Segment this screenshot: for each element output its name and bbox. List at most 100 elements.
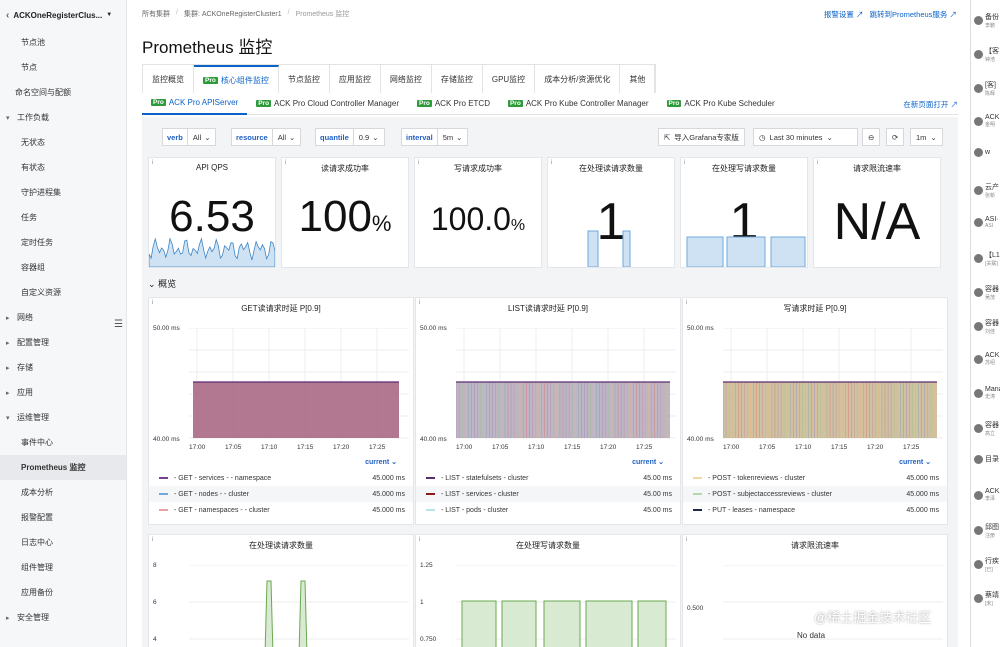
chat-list-item[interactable]: 【L1 [关联]: [974, 250, 1000, 267]
stat-panel[interactable]: i 在处理读请求数量 1: [547, 157, 675, 268]
chat-list-item[interactable]: 容器 刘佳: [974, 318, 999, 335]
sidebar-item[interactable]: Prometheus 监控: [0, 455, 126, 480]
sidebar-item[interactable]: ▸ 网络: [0, 305, 126, 330]
chat-list-item[interactable]: ACK 金明: [974, 114, 999, 128]
tab-2[interactable]: 节点监控: [279, 65, 330, 93]
subtab-4[interactable]: Pro ACK Pro Kube Scheduler: [658, 93, 784, 115]
breadcrumb-all[interactable]: 所有集群: [142, 11, 170, 18]
info-icon[interactable]: i: [285, 160, 287, 166]
chat-list-item[interactable]: 容器 吴茂: [974, 284, 999, 301]
tab-8[interactable]: 其他: [620, 65, 656, 93]
resource-variable[interactable]: resource All ⌄: [231, 128, 302, 146]
chat-list-item[interactable]: 蔡靖 [未]: [974, 590, 999, 607]
tab-5[interactable]: 存储监控: [432, 65, 483, 93]
timeseries-panel[interactable]: i GET读请求时延 P[0.9] 50.00 ms 40.00 ms 17:00 17:…: [148, 297, 414, 525]
timeseries-panel[interactable]: i LIST读请求时延 P[0.9] 50.00 ms 40.00 ms 17:00 17…: [415, 297, 681, 525]
timeseries-panel[interactable]: i 写请求时延 P[0.9] 50.00 ms 40.00 ms 17:00 17:05 1…: [682, 297, 948, 525]
refresh-interval-picker[interactable]: 1m ⌄: [910, 128, 943, 146]
legend-row[interactable]: - POST - tokenreviews - cluster 45.000 ms: [683, 470, 947, 486]
sidebar-item[interactable]: ▾ 运维管理: [0, 405, 126, 430]
sidebar-item[interactable]: 自定义资源: [0, 280, 126, 305]
sidebar-item[interactable]: ▸ 应用: [0, 380, 126, 405]
chat-list-item[interactable]: 备份 李鹏: [974, 12, 999, 29]
sidebar-item[interactable]: 应用备份: [0, 580, 126, 605]
tab-3[interactable]: 应用监控: [330, 65, 381, 93]
cluster-switcher[interactable]: ‹ ACKOneRegisterClus... ▼: [0, 0, 126, 30]
chat-list-item[interactable]: 行疾 [已]: [974, 556, 999, 573]
breadcrumb-cluster[interactable]: 集群: ACKOneRegisterCluster1: [183, 11, 282, 18]
tab-6[interactable]: GPU监控: [483, 65, 536, 93]
stat-panel[interactable]: i 请求限流速率 N/A: [813, 157, 941, 268]
legend-row[interactable]: - GET - services - - namespace 45.000 ms: [149, 470, 413, 486]
sidebar-item[interactable]: 日志中心: [0, 530, 126, 555]
quantile-variable[interactable]: quantile 0.9 ⌄: [315, 128, 385, 146]
info-icon[interactable]: i: [419, 537, 421, 543]
info-icon[interactable]: i: [152, 537, 154, 543]
alert-settings-link[interactable]: 报警设置 ↗: [823, 10, 864, 19]
sidebar-item[interactable]: 定时任务: [0, 230, 126, 255]
tab-1[interactable]: Pro 核心组件监控: [194, 65, 279, 93]
info-icon[interactable]: i: [152, 300, 154, 306]
timeseries-panel[interactable]: i 在处理读请求数量 8 6 4: [148, 534, 414, 647]
collapse-sidebar-icon[interactable]: ☰: [114, 319, 123, 330]
sidebar-item[interactable]: 有状态: [0, 155, 126, 180]
chat-list-item[interactable]: [客] 陈辉: [974, 80, 996, 97]
subtab-2[interactable]: Pro ACK Pro ETCD: [408, 93, 499, 115]
legend-row[interactable]: - LIST - services - cluster 45.00 ms: [416, 486, 680, 502]
sidebar-item[interactable]: 成本分析: [0, 480, 126, 505]
sidebar-item[interactable]: 节点池: [0, 30, 126, 55]
time-range-picker[interactable]: ◷ Last 30 minutes ⌄: [753, 128, 858, 146]
subtab-3[interactable]: Pro ACK Pro Kube Controller Manager: [499, 93, 658, 115]
stat-panel[interactable]: i 写请求成功率 100.0%: [414, 157, 542, 268]
chat-list-item[interactable]: 【客 钟浩: [974, 46, 999, 63]
tab-4[interactable]: 网络监控: [381, 65, 432, 93]
sidebar-item[interactable]: 命名空间与配额: [0, 80, 126, 105]
refresh-button[interactable]: ⟳: [886, 128, 905, 146]
sidebar-item[interactable]: 任务: [0, 205, 126, 230]
sidebar-item[interactable]: ▾ 工作负载: [0, 105, 126, 130]
stat-panel[interactable]: i 在处理写请求数量 1: [680, 157, 808, 268]
legend-row[interactable]: - GET - namespaces - - cluster 45.000 ms: [149, 502, 413, 518]
tab-0[interactable]: 监控概览: [143, 65, 194, 93]
sidebar-item[interactable]: 守护进程集: [0, 180, 126, 205]
info-icon[interactable]: i: [686, 300, 688, 306]
sidebar-item[interactable]: ▸ 安全管理: [0, 605, 126, 630]
legend-sort-current[interactable]: current ⌄: [365, 459, 397, 466]
interval-variable[interactable]: interval 5m ⌄: [401, 128, 469, 146]
chat-list-item[interactable]: ACK·苏绍: [974, 352, 1000, 366]
legend-row[interactable]: - POST - subjectaccessreviews - cluster 4…: [683, 486, 947, 502]
subtab-1[interactable]: Pro ACK Pro Cloud Controller Manager: [247, 93, 408, 115]
info-icon[interactable]: i: [551, 160, 553, 166]
zoom-out-button[interactable]: ⊖: [862, 128, 881, 146]
timeseries-panel[interactable]: i 请求限流速率 0.500 No data: [682, 534, 948, 647]
sidebar-item[interactable]: 容器组: [0, 255, 126, 280]
sidebar-item[interactable]: 报警配置: [0, 505, 126, 530]
sidebar-item[interactable]: ▸ 配置管理: [0, 330, 126, 355]
sidebar-item[interactable]: ▸ 存储: [0, 355, 126, 380]
chat-list-item[interactable]: 容器 高立: [974, 420, 999, 437]
sidebar-item[interactable]: 节点: [0, 55, 126, 80]
legend-row[interactable]: - GET - nodes - - cluster 45.000 ms: [149, 486, 413, 502]
stat-panel[interactable]: i 读请求成功率 100%: [281, 157, 409, 268]
legend-row[interactable]: - LIST - statefulsets - cluster 45.00 ms: [416, 470, 680, 486]
info-icon[interactable]: i: [418, 160, 420, 166]
prometheus-service-link[interactable]: 跳转到Prometheus服务 ↗: [869, 10, 957, 19]
chat-list-item[interactable]: Mana史涛: [974, 386, 1000, 400]
info-icon[interactable]: i: [152, 160, 154, 166]
verb-variable[interactable]: verb All ⌄: [162, 128, 217, 146]
chat-list-item[interactable]: ASI· ASI: [974, 216, 999, 229]
sidebar-item[interactable]: 组件管理: [0, 555, 126, 580]
sidebar-item[interactable]: 无状态: [0, 130, 126, 155]
legend-row[interactable]: - LIST - pods - cluster 45.00 ms: [416, 502, 680, 518]
info-icon[interactable]: i: [686, 537, 688, 543]
back-chevron-icon[interactable]: ‹: [6, 9, 10, 21]
legend-row[interactable]: - PUT - leases - namespace 45.000 ms: [683, 502, 947, 518]
stat-panel[interactable]: i API QPS 6.53: [148, 157, 276, 268]
chat-list-item[interactable]: ACK 李泽: [974, 488, 999, 502]
legend-sort-current[interactable]: current ⌄: [899, 459, 931, 466]
sidebar-item[interactable]: 事件中心: [0, 430, 126, 455]
info-icon[interactable]: i: [684, 160, 686, 166]
chat-list-item[interactable]: 云产 张新: [974, 182, 999, 199]
chat-list-item[interactable]: 目录: [974, 454, 999, 464]
tab-7[interactable]: 成本分析/资源优化: [535, 65, 621, 93]
